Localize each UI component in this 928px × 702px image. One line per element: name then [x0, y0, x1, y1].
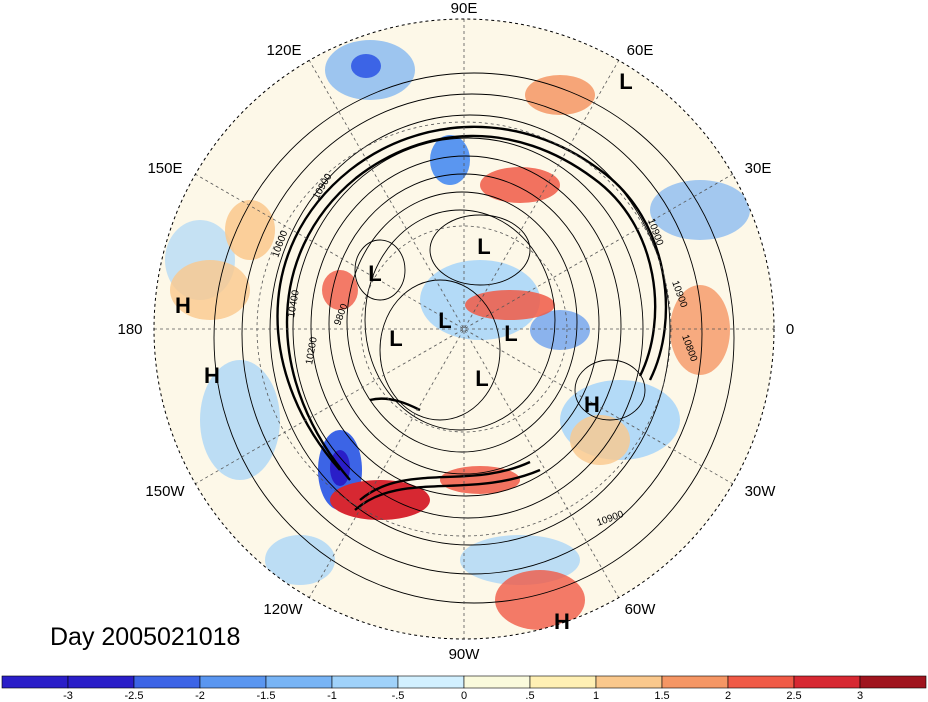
pressure-systems: L H H L L L L L L H H — [175, 69, 633, 634]
lon-label: 30W — [745, 483, 777, 500]
colorbar-tick-label: -2.5 — [125, 690, 144, 702]
colorbar-swatch — [67, 675, 135, 689]
lon-label: 120W — [263, 601, 303, 618]
lon-label: 0 — [786, 321, 794, 338]
colorbar-tick-label: 1 — [593, 690, 599, 702]
lon-label: 150E — [147, 160, 182, 177]
jet-contours — [276, 125, 668, 511]
colorbar-tick-label: -1 — [327, 690, 337, 702]
colorbar-swatch — [595, 675, 663, 689]
colorbar-swatch — [727, 675, 795, 689]
colorbar-tick-label: -1.5 — [257, 690, 276, 702]
low-pressure-label: L — [619, 69, 632, 94]
high-pressure-label: H — [584, 392, 600, 417]
low-pressure-label: L — [475, 366, 488, 391]
low-pressure-label: L — [477, 234, 490, 259]
contour-label: 10400 — [286, 289, 302, 319]
height-contours — [213, 72, 735, 604]
colorbar-swatch — [1, 675, 69, 689]
anomaly-field — [154, 19, 774, 639]
colorbar-tick-label: 2 — [725, 690, 731, 702]
low-pressure-label: L — [504, 321, 517, 346]
colorbar-swatch — [529, 675, 597, 689]
colorbar-swatch — [397, 675, 465, 689]
colorbar-tick-label: 0 — [461, 690, 467, 702]
low-pressure-label: L — [368, 261, 381, 286]
colorbar-tick-label: .5 — [525, 690, 534, 702]
colorbar-tick-label: -.5 — [392, 690, 405, 702]
map-border — [153, 18, 775, 640]
longitude-labels: 90E 60E 30E 0 30W 60W 90W 120W 150W 180 … — [117, 0, 794, 663]
colorbar-swatch — [661, 675, 729, 689]
colorbar-swatch — [463, 675, 531, 689]
colorbar-swatch — [859, 675, 927, 689]
lon-label: 30E — [745, 160, 772, 177]
high-pressure-label: H — [175, 293, 191, 318]
high-pressure-label: H — [204, 363, 220, 388]
colorbar-swatch — [793, 675, 861, 689]
low-pressure-label: L — [389, 326, 402, 351]
lon-label: 60E — [627, 42, 654, 59]
colorbar-tick-label: -2 — [195, 690, 205, 702]
contour-label: 10200 — [304, 336, 320, 366]
lon-label: 150W — [145, 483, 185, 500]
colorbar: -3 -2.5 -2 -1.5 -1 -.5 0 .5 1 1.5 2 2.5 3 — [1, 675, 927, 702]
lon-label: 180 — [117, 321, 142, 338]
colorbar-swatch — [331, 675, 399, 689]
lon-label: 120E — [266, 42, 301, 59]
lon-label: 90E — [451, 0, 478, 17]
colorbar-swatch — [265, 675, 333, 689]
colorbar-tick-label: 1.5 — [654, 690, 669, 702]
colorbar-swatch — [133, 675, 201, 689]
colorbar-tick-label: -3 — [63, 690, 73, 702]
date-title: Day 2005021018 — [50, 623, 240, 651]
high-pressure-label: H — [554, 609, 570, 634]
colorbar-tick-label: 2.5 — [786, 690, 801, 702]
colorbar-tick-label: 3 — [857, 690, 863, 702]
colorbar-swatch — [199, 675, 267, 689]
low-pressure-label: L — [438, 308, 451, 333]
graticule — [154, 19, 774, 639]
lon-label: 90W — [449, 646, 481, 663]
lon-label: 60W — [625, 601, 657, 618]
